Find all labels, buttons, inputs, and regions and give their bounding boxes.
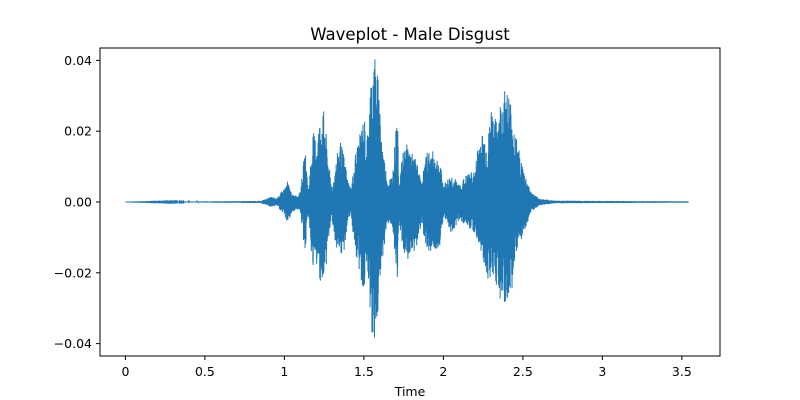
plot-area (125, 59, 689, 338)
x-tick-label: 1 (280, 364, 288, 379)
x-axis-label: Time (394, 384, 426, 399)
y-tick-label: −0.02 (54, 265, 92, 280)
x-tick-label: 3.5 (672, 364, 692, 379)
x-tick-label: 3 (598, 364, 606, 379)
y-tick-label: −0.04 (54, 336, 92, 351)
x-tick-label: 2 (439, 364, 447, 379)
chart-title: Waveplot - Male Disgust (310, 25, 510, 44)
waveform-series-0 (125, 59, 689, 338)
y-axis: −0.04 −0.02 0.00 0.02 0.04 (54, 53, 100, 351)
x-tick-label: 0.5 (195, 364, 215, 379)
x-tick-label: 1.5 (354, 364, 374, 379)
x-tick-label: 2.5 (513, 364, 533, 379)
x-axis: 0 0.5 1 1.5 2 2.5 3 3.5 (121, 356, 692, 379)
y-tick-label: 0.04 (64, 53, 92, 68)
y-tick-label: 0.00 (64, 195, 92, 210)
y-tick-label: 0.02 (64, 124, 92, 139)
x-tick-label: 0 (121, 364, 129, 379)
